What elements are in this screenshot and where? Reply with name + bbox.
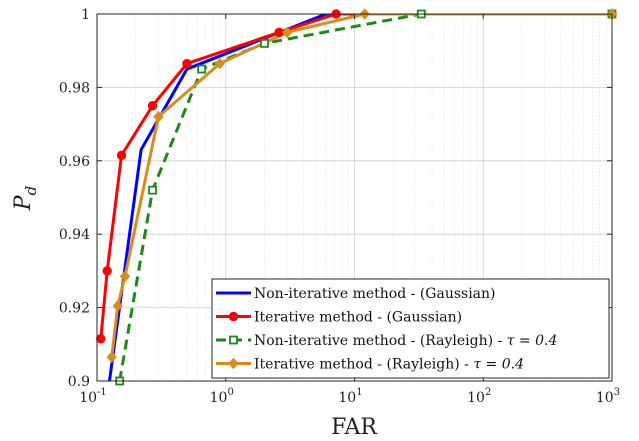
series-point-diamond [112, 300, 123, 312]
x-tick-label: 10-1 [79, 387, 107, 406]
legend-label: Iterative method - (Gaussian) [254, 310, 462, 326]
y-tick-label: 0.9 [68, 374, 90, 390]
x-tick-label: 101 [338, 387, 362, 406]
legend-label: Non-iterative method - (Rayleigh) - τ = … [254, 333, 557, 349]
svg-text:Pd: Pd [11, 186, 40, 211]
legend-box [211, 278, 610, 379]
series-point-diamond [214, 57, 226, 70]
legend: Non-iterative method - (Gaussian) Iterati… [211, 278, 610, 379]
series-point-square [148, 185, 157, 195]
legend-label: Non-iterative method - (Gaussian) [254, 286, 496, 302]
x-tick-label: 102 [467, 387, 491, 406]
y-tick-label: 1 [81, 7, 90, 23]
series-point-diamond [119, 270, 131, 283]
series-group [99, 14, 612, 381]
series-line-2 [99, 14, 612, 339]
series-point-square [229, 335, 238, 345]
series-line-1 [107, 14, 612, 381]
legend-label: Iterative method - (Rayleigh) - τ = 0.4 [254, 357, 524, 373]
series-point-circle [96, 334, 106, 344]
axis-ticks: 10-1 100 101 102 103 0.9 0.92 0.94 0.96 0.98 1 [59, 7, 620, 406]
series-point-circle [182, 58, 192, 69]
y-axis-title-subscript: d [22, 186, 40, 196]
y-axis-title: Pd [11, 186, 40, 211]
y-tick-label: 0.98 [59, 80, 90, 96]
x-tick-label: 100 [210, 387, 234, 406]
series-point-square [260, 38, 269, 48]
series-point-circle [228, 311, 239, 322]
series-point-diamond [106, 351, 117, 363]
series-point-square [197, 64, 207, 74]
x-tick-label: 103 [596, 387, 620, 406]
y-tick-label: 0.92 [59, 301, 90, 317]
y-tick-label: 0.96 [59, 154, 90, 170]
series-point-diamond [153, 111, 164, 123]
x-axis-title: FAR [331, 415, 378, 440]
series-point-diamond [228, 357, 239, 370]
series-point-diamond [282, 26, 293, 39]
series-point-circle [116, 150, 127, 160]
series-point-circle [102, 266, 112, 276]
series-point-circle [147, 101, 158, 111]
y-axis-title-main: P [11, 194, 36, 211]
y-tick-label: 0.94 [59, 227, 90, 243]
series-line-4 [110, 14, 612, 358]
